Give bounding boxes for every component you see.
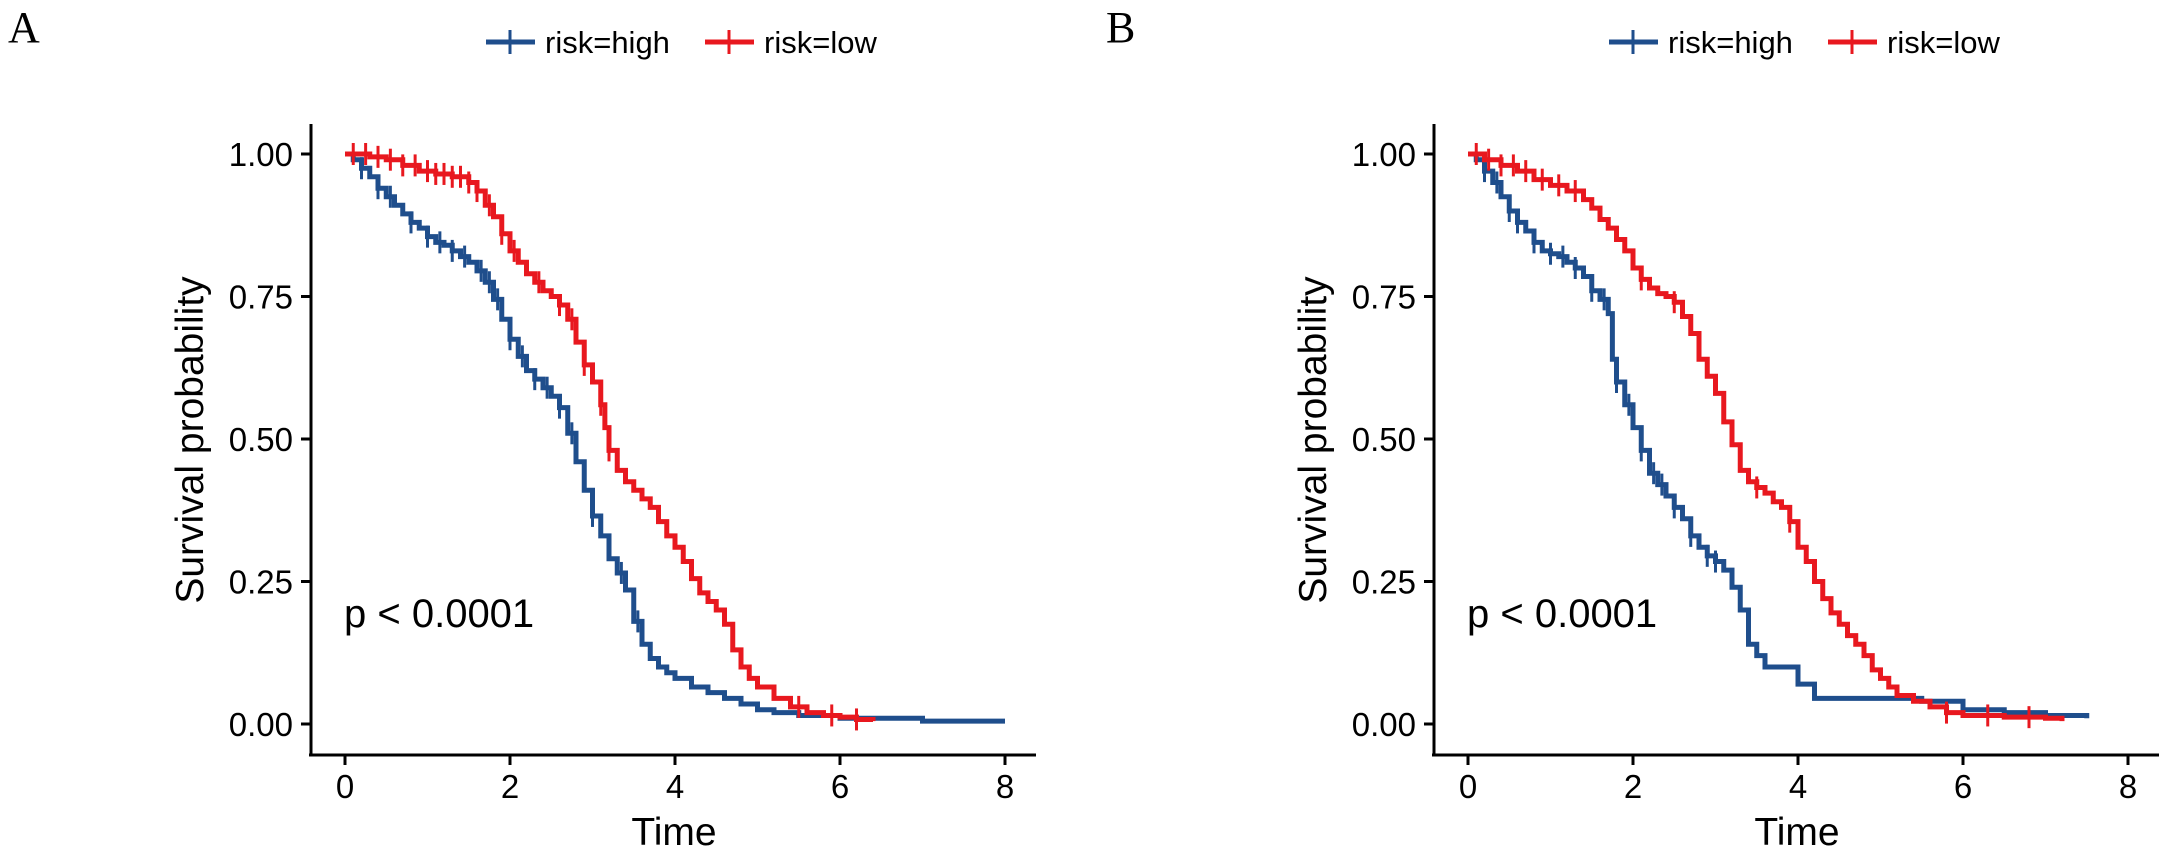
x-tick-label: 6 bbox=[831, 768, 849, 805]
legend: risk=high risk=low bbox=[486, 25, 877, 60]
legend-item-high: risk=high bbox=[486, 25, 670, 60]
y-tick-label: 0.25 bbox=[229, 564, 293, 601]
survival-curves bbox=[345, 143, 1005, 731]
legend-label-high: risk=high bbox=[1668, 25, 1793, 60]
p-value-annotation: p < 0.0001 bbox=[344, 592, 534, 636]
y-tick-label: 1.00 bbox=[1352, 136, 1416, 173]
plot-area: 0.00 0.25 0.50 0.75 1.00 0 2 4 6 8 p < 0.0001 bbox=[1352, 124, 2159, 805]
y-ticks: 0.00 0.25 0.50 0.75 1.00 bbox=[1352, 136, 1434, 743]
legend-item-low: risk=low bbox=[1828, 25, 2000, 60]
panel-label: A bbox=[8, 3, 40, 52]
panel-a: A risk=high risk=low 0.00 0.25 0.50 0.75 1.0… bbox=[8, 3, 1036, 854]
x-tick-label: 8 bbox=[2119, 768, 2137, 805]
y-tick-label: 0.50 bbox=[229, 421, 293, 458]
curve-risk-high bbox=[345, 151, 1005, 724]
y-tick-label: 0.75 bbox=[1352, 279, 1416, 316]
legend-item-high: risk=high bbox=[1609, 25, 1793, 60]
y-tick-label: 0.25 bbox=[1352, 564, 1416, 601]
y-tick-label: 0.00 bbox=[229, 706, 293, 743]
y-tick-label: 0.75 bbox=[229, 279, 293, 316]
y-axis-title: Survival probability bbox=[1292, 276, 1335, 604]
panel-label: B bbox=[1106, 3, 1135, 52]
x-tick-label: 4 bbox=[666, 768, 684, 805]
x-tick-label: 2 bbox=[501, 768, 519, 805]
x-axis-title: Time bbox=[631, 811, 716, 854]
survival-curves bbox=[1468, 143, 2090, 729]
y-tick-label: 1.00 bbox=[229, 136, 293, 173]
x-tick-label: 0 bbox=[1459, 768, 1477, 805]
y-tick-label: 0.50 bbox=[1352, 421, 1416, 458]
y-ticks: 0.00 0.25 0.50 0.75 1.00 bbox=[229, 136, 311, 743]
x-ticks: 0 2 4 6 8 bbox=[1459, 755, 2137, 805]
legend: risk=high risk=low bbox=[1609, 25, 2000, 60]
p-value-annotation: p < 0.0001 bbox=[1467, 592, 1657, 636]
curve-risk-low bbox=[1468, 151, 2065, 722]
x-tick-label: 6 bbox=[1954, 768, 1972, 805]
legend-label-high: risk=high bbox=[545, 25, 670, 60]
x-ticks: 0 2 4 6 8 bbox=[336, 755, 1014, 805]
x-axis-title: Time bbox=[1754, 811, 1839, 854]
x-tick-label: 8 bbox=[996, 768, 1014, 805]
x-tick-label: 0 bbox=[336, 768, 354, 805]
panel-b: B risk=high risk=low 0.00 0.25 0.50 0.75 1.0… bbox=[1106, 3, 2159, 854]
legend-item-low: risk=low bbox=[705, 25, 877, 60]
legend-label-low: risk=low bbox=[1887, 25, 2000, 60]
legend-label-low: risk=low bbox=[764, 25, 877, 60]
y-axis-title: Survival probability bbox=[169, 276, 212, 604]
x-tick-label: 2 bbox=[1624, 768, 1642, 805]
x-tick-label: 4 bbox=[1789, 768, 1807, 805]
y-tick-label: 0.00 bbox=[1352, 706, 1416, 743]
plot-area: 0.00 0.25 0.50 0.75 1.00 0 2 4 6 8 p < 0.0001 bbox=[229, 124, 1036, 805]
